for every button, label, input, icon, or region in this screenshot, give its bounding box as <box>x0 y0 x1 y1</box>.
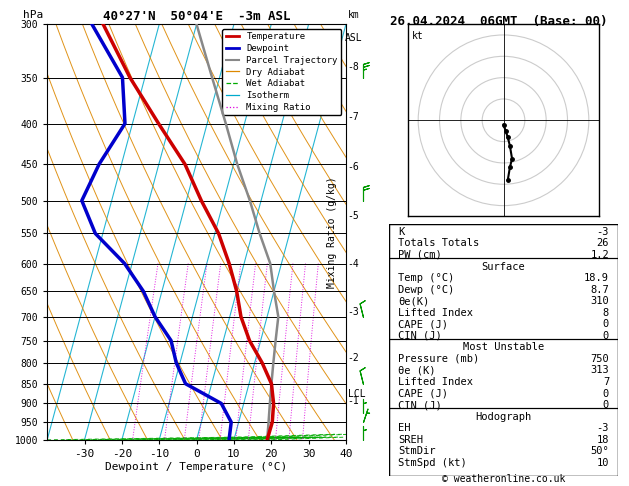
Text: 26: 26 <box>597 239 609 248</box>
Text: Most Unstable: Most Unstable <box>463 343 544 352</box>
Text: 0: 0 <box>603 319 609 330</box>
Bar <box>389 339 618 408</box>
Text: hPa: hPa <box>23 10 43 20</box>
Text: Dewp (°C): Dewp (°C) <box>398 285 454 295</box>
Text: θe (K): θe (K) <box>398 365 435 376</box>
Text: Mixing Ratio (g/kg): Mixing Ratio (g/kg) <box>327 176 337 288</box>
X-axis label: Dewpoint / Temperature (°C): Dewpoint / Temperature (°C) <box>106 462 287 471</box>
Text: CIN (J): CIN (J) <box>398 400 442 410</box>
Text: © weatheronline.co.uk: © weatheronline.co.uk <box>442 473 565 484</box>
Bar <box>389 224 618 258</box>
Text: EH: EH <box>398 423 410 433</box>
Text: K: K <box>398 227 404 237</box>
Bar <box>389 258 618 339</box>
Text: CAPE (J): CAPE (J) <box>398 319 448 330</box>
Text: Lifted Index: Lifted Index <box>398 377 473 387</box>
Text: -7: -7 <box>348 112 359 122</box>
Text: -3: -3 <box>597 423 609 433</box>
Text: -2: -2 <box>348 353 359 363</box>
Legend: Temperature, Dewpoint, Parcel Trajectory, Dry Adiabat, Wet Adiabat, Isotherm, Mi: Temperature, Dewpoint, Parcel Trajectory… <box>222 29 342 115</box>
Text: -3: -3 <box>348 307 359 317</box>
Text: -4: -4 <box>348 259 359 269</box>
Text: StmSpd (kt): StmSpd (kt) <box>398 458 467 468</box>
Text: 8: 8 <box>603 308 609 318</box>
Text: 313: 313 <box>591 365 609 376</box>
Text: 310: 310 <box>591 296 609 306</box>
Text: 1.2: 1.2 <box>591 250 609 260</box>
Text: LCL: LCL <box>348 389 365 399</box>
Text: Pressure (mb): Pressure (mb) <box>398 354 479 364</box>
Text: -3: -3 <box>597 227 609 237</box>
Text: -1: -1 <box>348 396 359 406</box>
Text: ASL: ASL <box>345 33 363 43</box>
Text: -5: -5 <box>348 211 359 221</box>
Text: StmDir: StmDir <box>398 446 435 456</box>
Text: SREH: SREH <box>398 435 423 445</box>
Text: kt: kt <box>412 31 423 41</box>
Text: 18: 18 <box>597 435 609 445</box>
Text: km: km <box>348 10 360 20</box>
Text: Totals Totals: Totals Totals <box>398 239 479 248</box>
Text: -6: -6 <box>348 162 359 173</box>
Title: 40°27'N  50°04'E  -3m ASL: 40°27'N 50°04'E -3m ASL <box>103 10 291 23</box>
Text: CAPE (J): CAPE (J) <box>398 389 448 399</box>
Text: 50°: 50° <box>591 446 609 456</box>
Text: 7: 7 <box>603 377 609 387</box>
Text: 10: 10 <box>597 458 609 468</box>
Text: -8: -8 <box>348 63 359 72</box>
Text: 26.04.2024  06GMT  (Base: 00): 26.04.2024 06GMT (Base: 00) <box>390 15 608 28</box>
Text: Surface: Surface <box>482 261 525 272</box>
Text: PW (cm): PW (cm) <box>398 250 442 260</box>
Text: Temp (°C): Temp (°C) <box>398 273 454 283</box>
Text: Lifted Index: Lifted Index <box>398 308 473 318</box>
Text: 0: 0 <box>603 331 609 341</box>
Text: 18.9: 18.9 <box>584 273 609 283</box>
Text: 0: 0 <box>603 400 609 410</box>
Text: Hodograph: Hodograph <box>476 412 532 422</box>
Text: 0: 0 <box>603 389 609 399</box>
Bar <box>389 408 618 476</box>
Text: 8.7: 8.7 <box>591 285 609 295</box>
Text: θe(K): θe(K) <box>398 296 429 306</box>
Text: CIN (J): CIN (J) <box>398 331 442 341</box>
Text: 750: 750 <box>591 354 609 364</box>
